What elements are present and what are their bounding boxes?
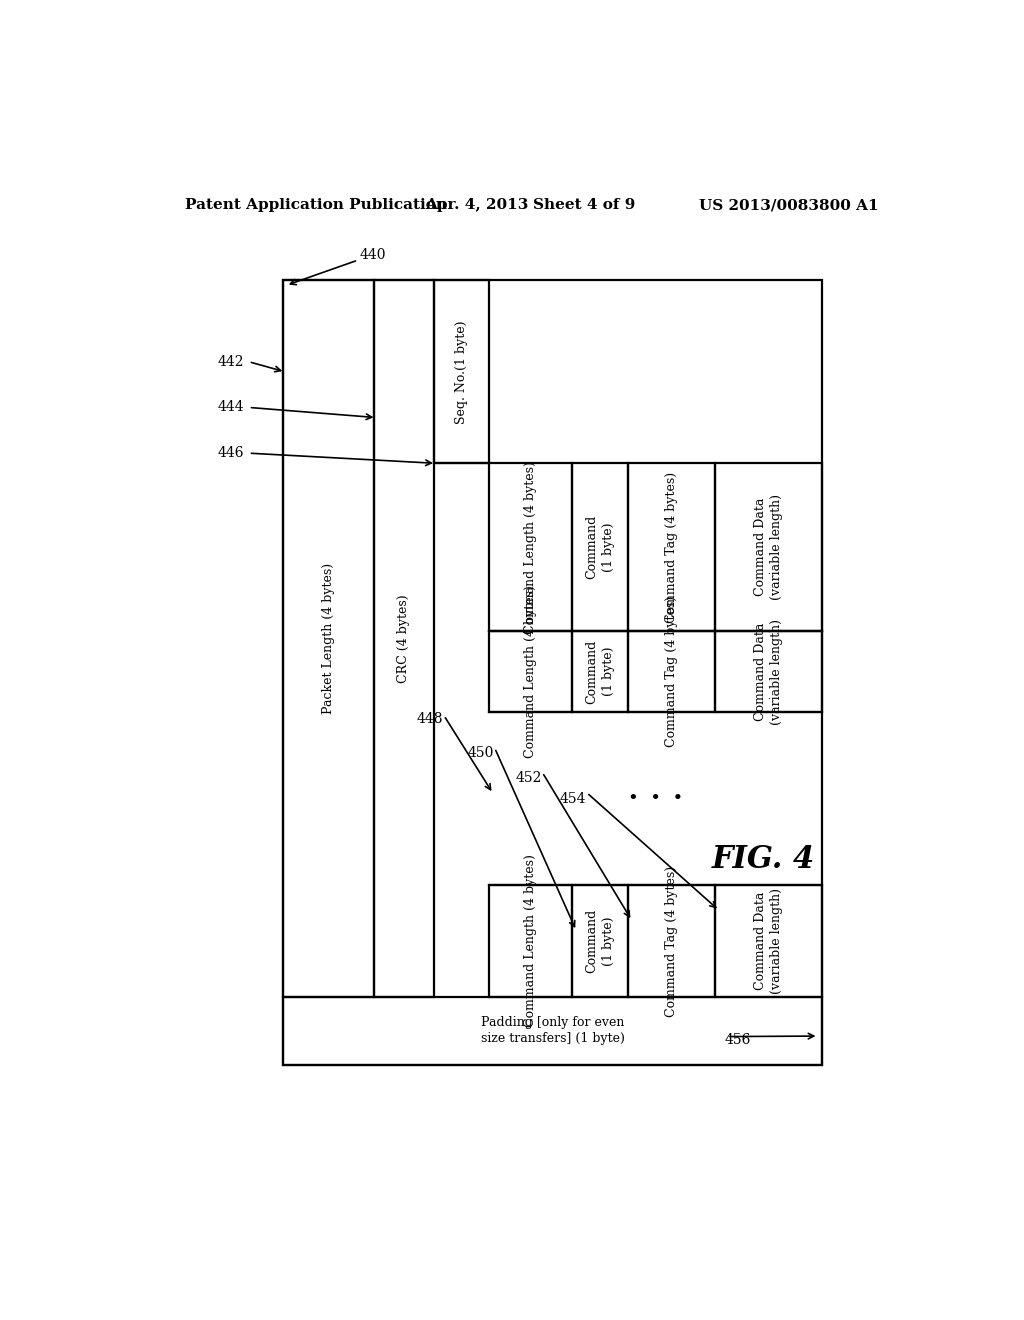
Bar [374,280,433,997]
Text: Command Length (4 bytes): Command Length (4 bytes) [524,854,538,1027]
Text: FIG. 4: FIG. 4 [712,845,814,875]
Bar [489,631,572,713]
Text: Padding [only for even
size transfers] (1 byte): Padding [only for even size transfers] (… [480,1016,625,1045]
Bar [283,997,822,1065]
Text: Command
(1 byte): Command (1 byte) [586,640,614,704]
Text: Command Data
(variable length): Command Data (variable length) [755,494,783,601]
Text: 456: 456 [724,1032,751,1047]
Text: Packet Length (4 bytes): Packet Length (4 bytes) [322,564,335,714]
Bar [628,886,716,997]
Text: Seq. No.(1 byte): Seq. No.(1 byte) [455,319,468,424]
Text: 442: 442 [218,355,245,368]
Text: Command
(1 byte): Command (1 byte) [586,909,614,973]
Bar [283,280,374,997]
Text: Command Tag (4 bytes): Command Tag (4 bytes) [666,471,678,623]
Bar [572,463,628,631]
Text: Patent Application Publication: Patent Application Publication [185,198,447,213]
Bar [715,886,822,997]
Text: US 2013/0083800 A1: US 2013/0083800 A1 [699,198,879,213]
Text: Command Tag (4 bytes): Command Tag (4 bytes) [666,597,678,747]
Text: Command Length (4 bytes): Command Length (4 bytes) [524,585,538,758]
Bar [283,280,822,1065]
Text: 450: 450 [468,746,495,760]
Text: 440: 440 [359,248,386,261]
Text: Command
(1 byte): Command (1 byte) [586,515,614,579]
Text: Sheet 4 of 9: Sheet 4 of 9 [532,198,635,213]
Text: Command Data
(variable length): Command Data (variable length) [755,888,783,994]
Text: Command Tag (4 bytes): Command Tag (4 bytes) [666,866,678,1016]
Text: •  •  •: • • • [628,789,683,808]
Text: 452: 452 [515,771,542,785]
Bar [628,463,716,631]
Bar [489,463,572,631]
Text: Command Length (4 bytes): Command Length (4 bytes) [524,461,538,634]
Text: CRC (4 bytes): CRC (4 bytes) [397,594,411,682]
Bar [715,463,822,631]
Bar [572,886,628,997]
Text: Command Data
(variable length): Command Data (variable length) [755,619,783,725]
Bar [572,631,628,713]
Text: 454: 454 [559,792,586,805]
Bar [628,631,716,713]
Text: 448: 448 [417,713,442,726]
Bar [489,886,572,997]
Bar [433,280,489,463]
Bar [715,631,822,713]
Text: 446: 446 [218,446,245,461]
Text: 444: 444 [218,400,245,414]
Text: Apr. 4, 2013: Apr. 4, 2013 [426,198,529,213]
